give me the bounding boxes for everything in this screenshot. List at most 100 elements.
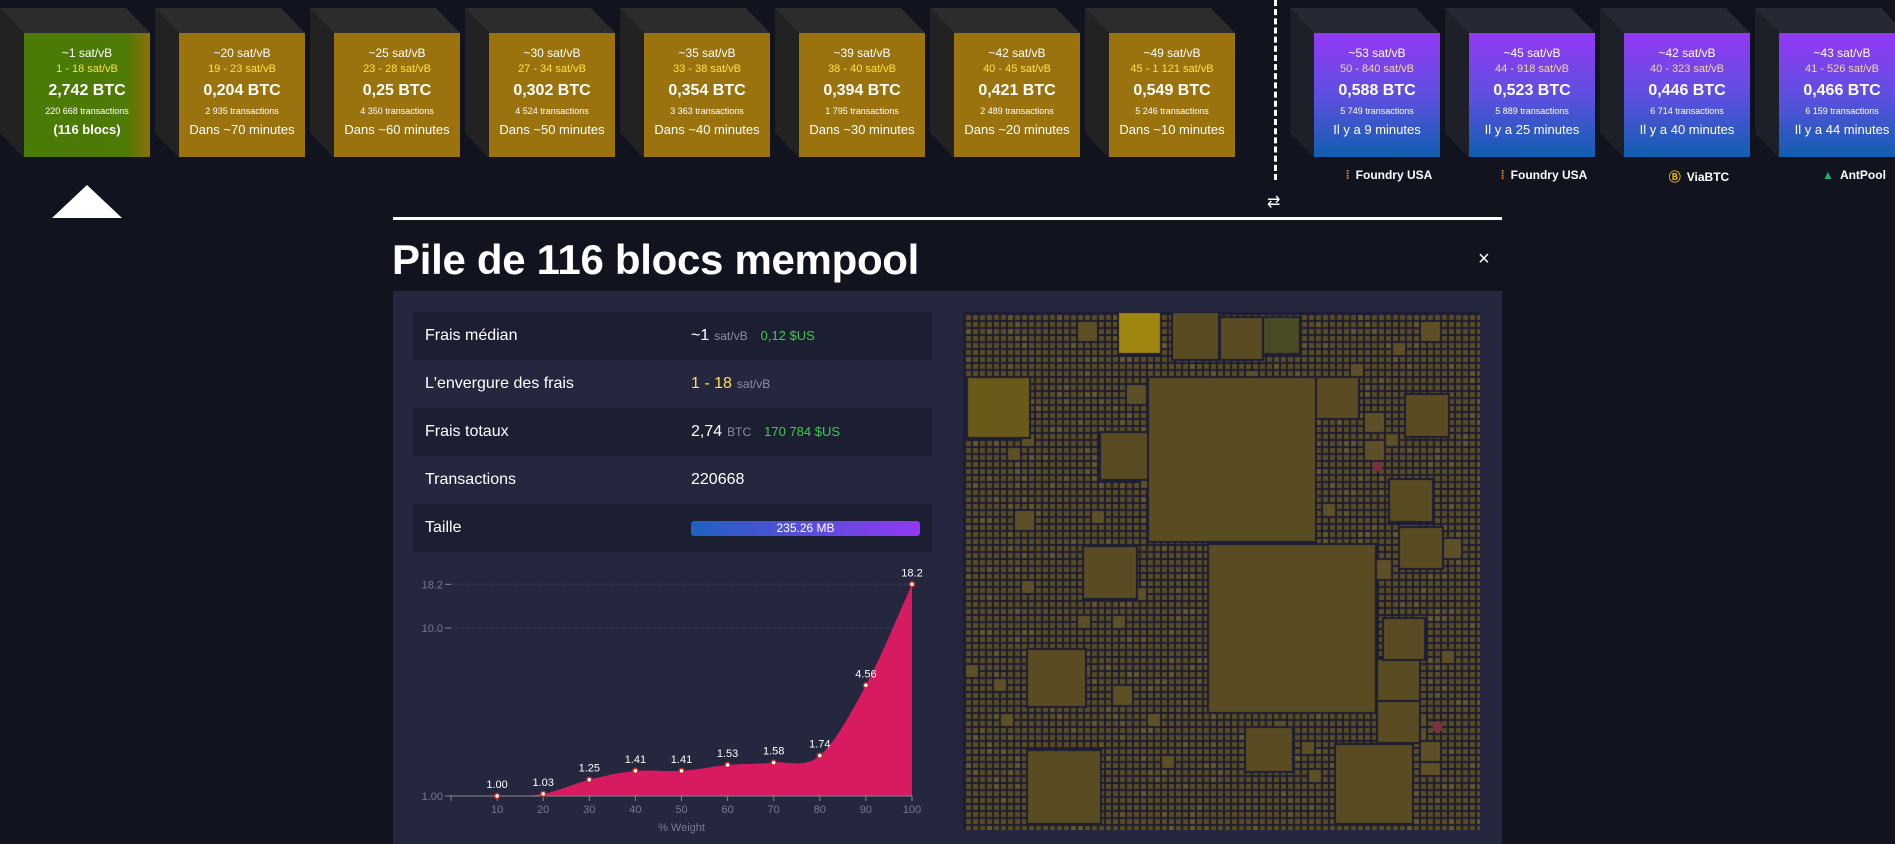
block-time: Dans ~20 minutes <box>964 122 1070 137</box>
block-fee-range: 19 - 23 sat/vB <box>208 63 276 75</box>
data-point <box>678 767 685 775</box>
treemap-canvas[interactable] <box>963 312 1480 830</box>
mining-pool-link[interactable]: ⁞ Foundry USA <box>1469 168 1619 182</box>
x-tick-label: 10 <box>491 804 503 816</box>
page-title: Pile de 116 blocs mempool <box>392 236 920 283</box>
data-point <box>816 752 824 759</box>
block-total-fees: 0,394 BTC <box>823 82 901 99</box>
projected-block[interactable]: ~1 sat/vB 1 - 18 sat/vB 2,742 BTC 220 66… <box>0 8 150 158</box>
block-face[interactable]: ~49 sat/vB 45 - 1 121 sat/vB 0,549 BTC 5… <box>1109 33 1235 157</box>
block-median-fee: ~42 sat/vB <box>1658 46 1716 60</box>
block-tx-count: 4 524 transactions <box>515 106 589 116</box>
projected-block[interactable]: ~20 sat/vB 19 - 23 sat/vB 0,204 BTC 2 93… <box>155 8 305 158</box>
mining-pool-name: ViaBTC <box>1686 170 1730 184</box>
data-point <box>632 767 639 775</box>
block-side-face <box>0 8 24 158</box>
block-side-face <box>1445 8 1469 158</box>
projected-block[interactable]: ~35 sat/vB 33 - 38 sat/vB 0,354 BTC 3 36… <box>620 8 770 158</box>
mempool-blockchain-divider <box>1274 0 1277 180</box>
block-median-fee: ~42 sat/vB <box>988 46 1046 60</box>
swap-icon[interactable]: ⇄ <box>1267 194 1281 211</box>
block-fee-range: 38 - 40 sat/vB <box>828 63 896 75</box>
block-total-fees: 0,523 BTC <box>1493 82 1571 99</box>
transactions-label: Transactions <box>425 471 516 488</box>
data-point <box>770 759 777 766</box>
median-fee-value: ~1 <box>691 327 710 344</box>
transactions-value: 220668 <box>691 471 745 488</box>
data-label: 18.2 <box>901 567 922 579</box>
mining-pool-name: Foundry USA <box>1355 168 1433 182</box>
block-face[interactable]: ~30 sat/vB 27 - 34 sat/vB 0,302 BTC 4 52… <box>489 33 615 157</box>
mining-pool-link[interactable]: Ⓑ ViaBTC <box>1624 168 1774 185</box>
mining-pool-link[interactable]: ▲ AntPool <box>1779 168 1895 182</box>
projected-block[interactable]: ~25 sat/vB 23 - 28 sat/vB 0,25 BTC 4 350… <box>310 8 460 158</box>
block-side-face <box>930 8 954 158</box>
mined-block[interactable]: ~42 sat/vB 40 - 323 sat/vB 0,446 BTC 6 7… <box>1600 8 1750 158</box>
block-time: (116 blocs) <box>53 122 121 137</box>
block-fee-range: 40 - 323 sat/vB <box>1650 63 1724 75</box>
block-total-fees: 0,421 BTC <box>978 82 1056 99</box>
block-median-fee: ~53 sat/vB <box>1348 46 1406 60</box>
block-median-fee: ~20 sat/vB <box>213 46 271 60</box>
close-icon[interactable]: × <box>1478 248 1490 270</box>
median-fee-unit: sat/vB <box>714 329 748 343</box>
size-bar: 235.26 MB <box>691 521 920 536</box>
block-face[interactable]: ~53 sat/vB 50 - 840 sat/vB 0,588 BTC 5 7… <box>1314 33 1440 157</box>
x-tick-label: 90 <box>860 804 872 816</box>
block-face[interactable]: ~1 sat/vB 1 - 18 sat/vB 2,742 BTC 220 66… <box>24 33 150 157</box>
block-face[interactable]: ~45 sat/vB 44 - 918 sat/vB 0,523 BTC 5 8… <box>1469 33 1595 157</box>
block-tx-count: 3 363 transactions <box>670 106 744 116</box>
block-time: Dans ~40 minutes <box>654 122 760 137</box>
block-tx-count: 6 714 transactions <box>1650 106 1724 116</box>
mined-block[interactable]: ~43 sat/vB 41 - 526 sat/vB 0,466 BTC 6 1… <box>1755 8 1895 158</box>
block-fee-range: 40 - 45 sat/vB <box>983 63 1051 75</box>
block-side-face <box>1755 8 1779 158</box>
projected-block[interactable]: ~42 sat/vB 40 - 45 sat/vB 0,421 BTC 2 48… <box>930 8 1080 158</box>
fee-span-row: L'envergure des frais 1 - 18 sat/vB <box>413 360 932 408</box>
block-time: Dans ~30 minutes <box>809 122 915 137</box>
block-time: Il y a 44 minutes <box>1794 122 1890 137</box>
block-time: Dans ~70 minutes <box>189 122 295 137</box>
block-face[interactable]: ~35 sat/vB 33 - 38 sat/vB 0,354 BTC 3 36… <box>644 33 770 157</box>
total-fees-unit: BTC <box>727 425 752 439</box>
size-row: Taille 235.26 MB <box>413 504 932 552</box>
block-time: Dans ~60 minutes <box>344 122 450 137</box>
block-time: Dans ~50 minutes <box>499 122 605 137</box>
size-label: Taille <box>425 519 462 536</box>
projected-block[interactable]: ~39 sat/vB 38 - 40 sat/vB 0,394 BTC 1 79… <box>775 8 925 158</box>
total-fees-fiat: 170 784 $US <box>764 424 841 439</box>
projected-block[interactable]: ~30 sat/vB 27 - 34 sat/vB 0,302 BTC 4 52… <box>465 8 615 158</box>
block-fee-range: 44 - 918 sat/vB <box>1495 63 1569 75</box>
block-fee-range: 27 - 34 sat/vB <box>518 63 586 75</box>
block-face[interactable]: ~25 sat/vB 23 - 28 sat/vB 0,25 BTC 4 350… <box>334 33 460 157</box>
block-face[interactable]: ~43 sat/vB 41 - 526 sat/vB 0,466 BTC 6 1… <box>1779 33 1895 157</box>
mined-block[interactable]: ~53 sat/vB 50 - 840 sat/vB 0,588 BTC 5 7… <box>1290 8 1440 158</box>
block-face[interactable]: ~20 sat/vB 19 - 23 sat/vB 0,204 BTC 2 93… <box>179 33 305 157</box>
block-face[interactable]: ~42 sat/vB 40 - 323 sat/vB 0,446 BTC 6 7… <box>1624 33 1750 157</box>
data-point <box>862 682 870 689</box>
block-side-face <box>310 8 334 158</box>
block-face[interactable]: ~39 sat/vB 38 - 40 sat/vB 0,394 BTC 1 79… <box>799 33 925 157</box>
block-time: Il y a 9 minutes <box>1333 122 1421 137</box>
block-fee-range: 50 - 840 sat/vB <box>1340 63 1414 75</box>
data-label: 4.56 <box>855 668 876 680</box>
x-tick-label: 40 <box>629 804 641 816</box>
block-top-face <box>0 8 150 33</box>
x-tick-label: 20 <box>537 804 549 816</box>
data-label: 1.58 <box>763 746 784 758</box>
block-top-face <box>465 8 615 33</box>
block-top-face <box>310 8 460 33</box>
block-treemap[interactable] <box>963 312 1480 830</box>
block-top-face <box>620 8 770 33</box>
block-top-face <box>1445 8 1595 33</box>
block-tx-count: 4 350 transactions <box>360 106 434 116</box>
block-fee-range: 45 - 1 121 sat/vB <box>1130 63 1214 75</box>
block-total-fees: 2,742 BTC <box>48 82 126 99</box>
mining-pool-link[interactable]: ⁞ Foundry USA <box>1314 168 1464 182</box>
data-label: 1.41 <box>671 754 692 766</box>
block-face[interactable]: ~42 sat/vB 40 - 45 sat/vB 0,421 BTC 2 48… <box>954 33 1080 157</box>
mined-block[interactable]: ~45 sat/vB 44 - 918 sat/vB 0,523 BTC 5 8… <box>1445 8 1595 158</box>
projected-block[interactable]: ~49 sat/vB 45 - 1 121 sat/vB 0,549 BTC 5… <box>1085 8 1235 158</box>
block-side-face <box>620 8 644 158</box>
block-top-face <box>155 8 305 33</box>
